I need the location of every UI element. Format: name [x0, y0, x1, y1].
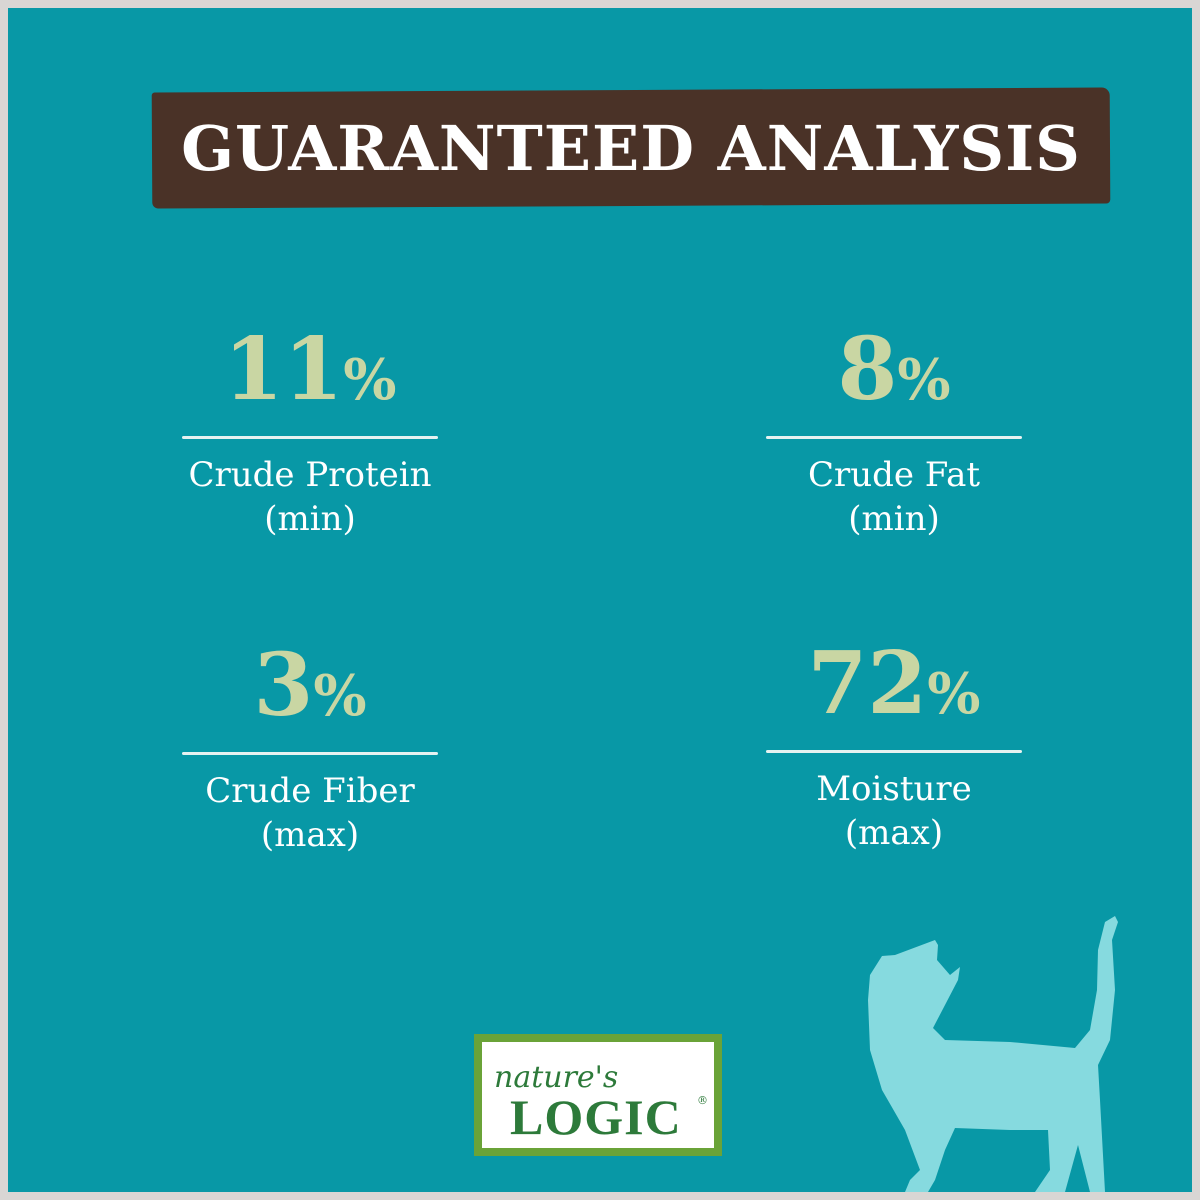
- stat-qualifier: (max): [260, 815, 360, 855]
- stat-value: 8: [837, 319, 898, 420]
- logo-script-text: nature's: [494, 1060, 619, 1095]
- stat-value: 72: [807, 633, 928, 734]
- natures-logic-logo: nature's LOGIC ®: [474, 1034, 722, 1156]
- divider: [182, 752, 438, 755]
- stat-label: Crude Protein: [188, 455, 432, 495]
- stat-qualifier: (min): [264, 499, 356, 539]
- divider: [766, 436, 1022, 439]
- registered-mark: ®: [697, 1094, 708, 1107]
- stat-label: Moisture: [816, 769, 972, 809]
- stat-crude-fiber: 3% Crude Fiber (max): [160, 636, 460, 857]
- page-title: GUARANTEED ANALYSIS: [181, 111, 1081, 185]
- stat-label: Crude Fat: [807, 455, 981, 495]
- stat-qualifier: (min): [848, 499, 940, 539]
- stat-label: Crude Fiber: [205, 771, 415, 811]
- divider: [182, 436, 438, 439]
- divider: [766, 750, 1022, 753]
- stat-value: 3: [253, 635, 314, 736]
- stat-crude-protein: 11% Crude Protein (min): [160, 320, 460, 541]
- logo-main-text: LOGIC: [510, 1089, 682, 1145]
- stat-qualifier: (max): [844, 813, 944, 853]
- stat-value: 11: [223, 319, 344, 420]
- stat-moisture: 72% Moisture (max): [744, 634, 1044, 855]
- stat-crude-fat: 8% Crude Fat (min): [744, 320, 1044, 541]
